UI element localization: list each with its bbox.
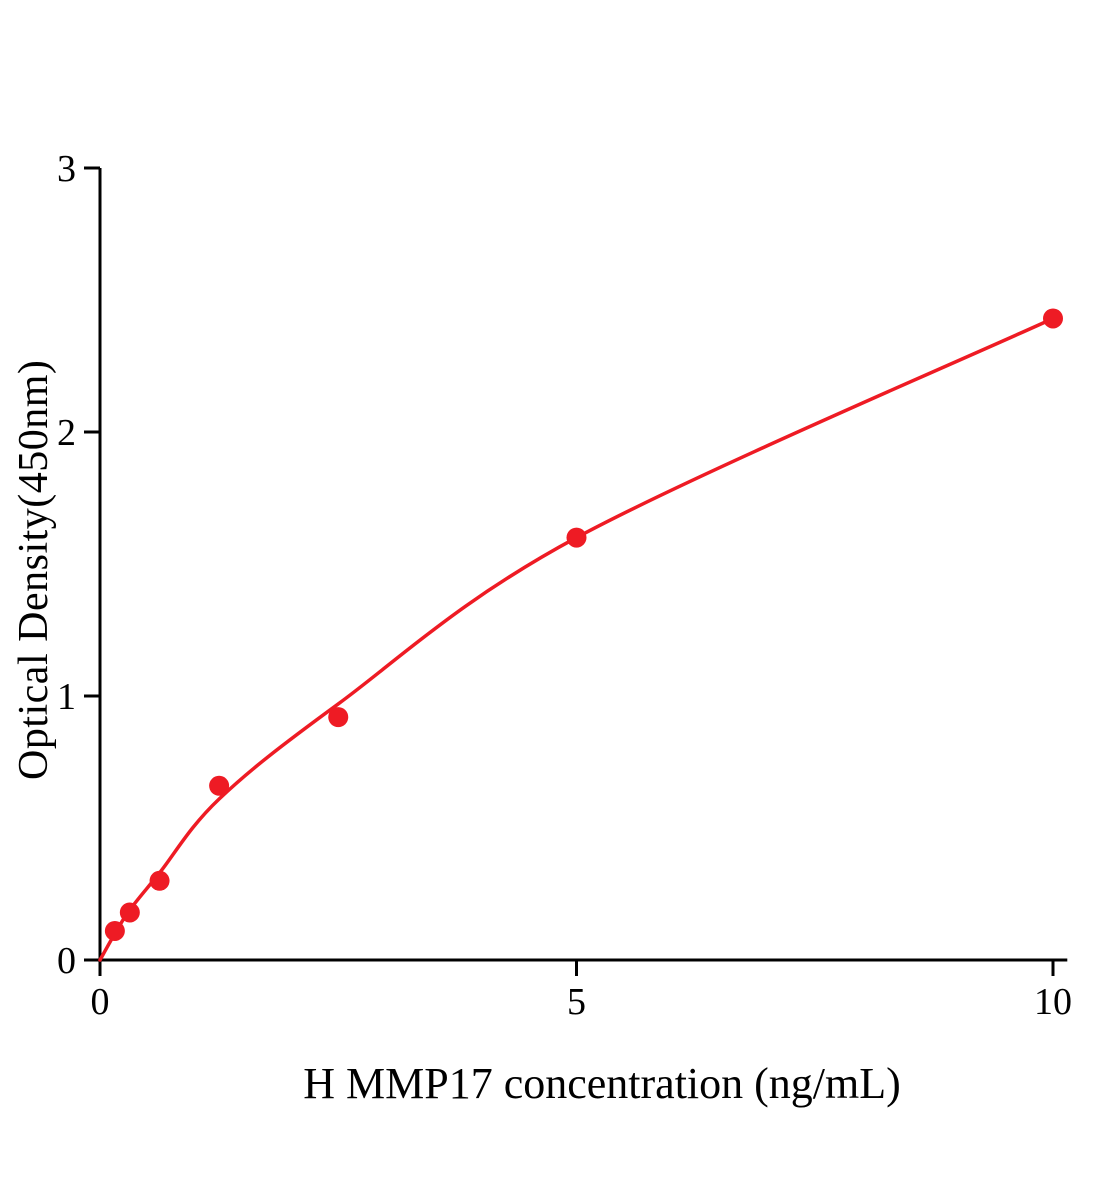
- y-tick-label: 1: [57, 676, 76, 718]
- y-tick-label: 2: [57, 412, 76, 454]
- data-point: [328, 707, 349, 728]
- data-point: [209, 775, 230, 796]
- x-tick-label: 5: [567, 981, 586, 1023]
- y-tick-label: 0: [57, 940, 76, 982]
- x-tick-label: 10: [1034, 981, 1072, 1023]
- data-point: [149, 870, 170, 891]
- y-axis-label: Optical Density(450nm): [11, 359, 57, 781]
- y-tick-label: 3: [57, 148, 76, 190]
- data-point: [566, 527, 587, 548]
- x-tick-label: 0: [91, 981, 110, 1023]
- data-point: [104, 920, 125, 941]
- data-point: [1043, 308, 1063, 329]
- fit-curve: [98, 316, 1055, 962]
- data-point: [119, 902, 140, 923]
- x-axis-label: H MMP17 concentration (ng/mL): [303, 1059, 901, 1108]
